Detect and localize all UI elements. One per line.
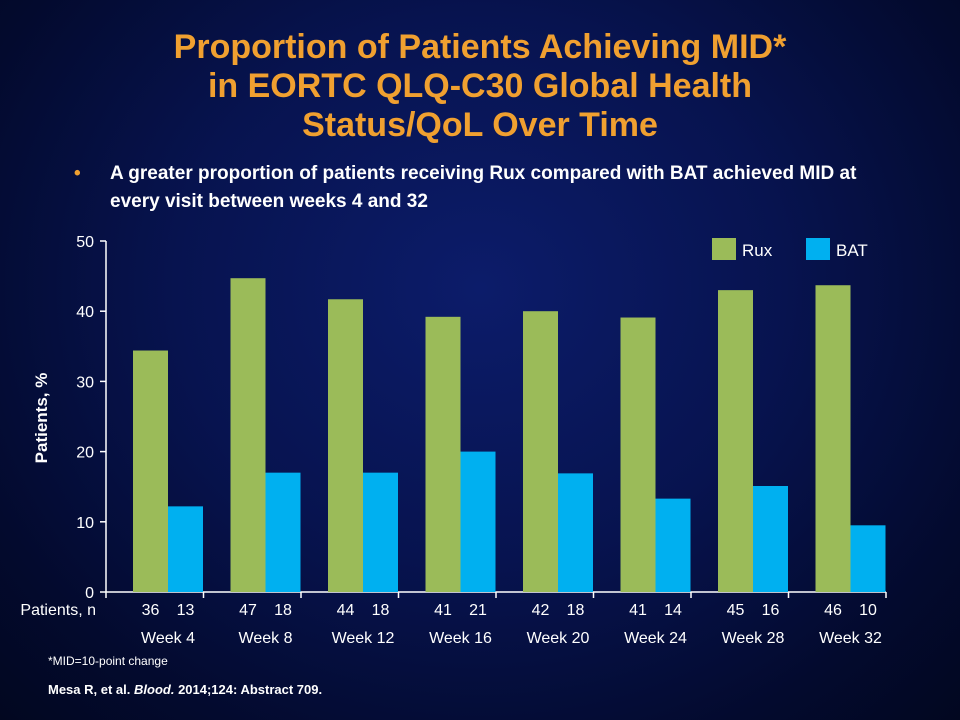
n-row-label: Patients, n bbox=[20, 602, 96, 619]
y-tick-label: 50 bbox=[76, 234, 94, 251]
slide-title: Proportion of Patients Achieving MID* in… bbox=[60, 28, 900, 145]
bar-bat bbox=[363, 472, 398, 592]
title-line-1: Proportion of Patients Achieving MID* bbox=[173, 28, 787, 66]
x-tick-label: Week 12 bbox=[332, 630, 395, 647]
bar-rux bbox=[328, 299, 363, 592]
n-value-rux: 46 bbox=[824, 602, 842, 619]
y-tick-label: 30 bbox=[76, 374, 94, 391]
bar-rux bbox=[815, 285, 851, 592]
x-tick-label: Week 28 bbox=[722, 630, 785, 647]
bar-bat bbox=[655, 498, 691, 592]
n-value-bat: 18 bbox=[372, 602, 390, 619]
legend-label-rux: Rux bbox=[742, 241, 773, 260]
title-line-2: in EORTC QLQ-C30 Global Health bbox=[207, 67, 753, 105]
n-value-bat: 14 bbox=[664, 602, 682, 619]
x-tick-label: Week 24 bbox=[624, 630, 687, 647]
citation: Mesa R, et al. Blood. 2014;124: Abstract… bbox=[48, 682, 322, 697]
bar-rux bbox=[718, 290, 753, 592]
bar-rux bbox=[230, 278, 266, 592]
n-value-bat: 10 bbox=[859, 602, 877, 619]
n-value-rux: 41 bbox=[434, 602, 452, 619]
bar-bat bbox=[168, 506, 203, 592]
n-value-bat: 21 bbox=[469, 602, 487, 619]
bar-bat bbox=[265, 472, 301, 592]
bar-rux bbox=[133, 350, 168, 592]
n-value-bat: 18 bbox=[274, 602, 292, 619]
bar-bat bbox=[850, 525, 886, 592]
n-value-rux: 44 bbox=[337, 602, 355, 619]
bar-bat bbox=[558, 473, 593, 592]
y-tick-label: 40 bbox=[76, 304, 94, 321]
bar-bat bbox=[753, 485, 788, 592]
bar-bat bbox=[460, 451, 496, 592]
x-tick-label: Week 8 bbox=[239, 630, 293, 647]
y-tick-label: 0 bbox=[85, 585, 94, 602]
legend-swatch-rux bbox=[712, 238, 736, 260]
citation-authors: Mesa R, et al. bbox=[48, 682, 131, 697]
legend-swatch-bat bbox=[806, 238, 830, 260]
citation-journal: Blood. bbox=[134, 682, 175, 697]
citation-details: 2014;124: Abstract 709. bbox=[178, 682, 323, 697]
x-tick-label: Week 20 bbox=[527, 630, 590, 647]
y-tick-label: 10 bbox=[76, 515, 94, 532]
bar-rux bbox=[620, 317, 656, 592]
y-tick-label: 20 bbox=[76, 445, 94, 462]
footnote: *MID=10-point change bbox=[48, 654, 168, 668]
n-value-rux: 41 bbox=[629, 602, 647, 619]
x-tick-label: Week 4 bbox=[141, 630, 195, 647]
x-tick-label: Week 16 bbox=[429, 630, 492, 647]
n-value-rux: 47 bbox=[239, 602, 257, 619]
n-value-bat: 18 bbox=[567, 602, 585, 619]
bullet-marker: • bbox=[74, 163, 81, 184]
n-value-rux: 45 bbox=[727, 602, 745, 619]
n-value-bat: 16 bbox=[762, 602, 780, 619]
title-line-3: Status/QoL Over Time bbox=[302, 106, 658, 144]
n-value-bat: 13 bbox=[177, 602, 195, 619]
n-value-rux: 36 bbox=[142, 602, 160, 619]
legend-label-bat: BAT bbox=[836, 241, 868, 260]
bullet-text: A greater proportion of patients receivi… bbox=[110, 163, 857, 212]
bar-rux bbox=[523, 311, 558, 592]
x-tick-label: Week 32 bbox=[819, 630, 882, 647]
bar-rux bbox=[425, 316, 461, 592]
n-value-rux: 42 bbox=[532, 602, 550, 619]
